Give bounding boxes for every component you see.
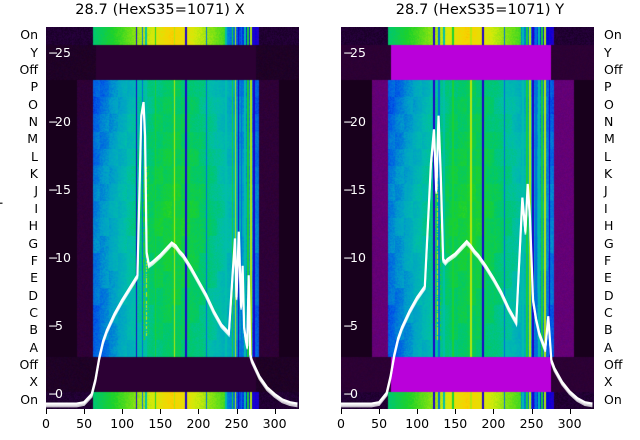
category-label-left-14: E <box>30 270 38 286</box>
y-tick-x-0: −0 <box>48 386 63 402</box>
y-tick-y-20: −20 <box>343 113 366 129</box>
y-tick-x-25: −25 <box>48 45 71 61</box>
x-tick-mark-y-50 <box>379 409 381 414</box>
category-label-right-7: L <box>604 148 611 164</box>
category-label-left-11: H <box>28 218 38 234</box>
category-label-right-2: Off <box>604 61 623 77</box>
category-label-right-21: On <box>604 391 622 407</box>
category-label-right-0: On <box>604 27 622 43</box>
x-tick-label-x-250: 250 <box>224 416 249 431</box>
category-label-left-12: G <box>28 235 38 251</box>
panel-y: 28.7 (HexS35=1071) Y −25 −20 −15 −10 −5 −0 0 5… <box>320 0 640 440</box>
panel-y-title: 28.7 (HexS35=1071) Y <box>395 2 565 18</box>
category-label-left-8: K <box>29 166 38 182</box>
x-tick-label-y-300: 300 <box>557 416 582 431</box>
y-tick-y-10: −10 <box>343 249 366 265</box>
category-label-left-3: P <box>30 79 38 95</box>
category-label-right-15: D <box>604 287 614 303</box>
category-label-left-17: B <box>29 322 38 338</box>
x-tick-mark-y-200 <box>493 409 495 414</box>
x-tick-label-y-0: 0 <box>337 416 345 431</box>
category-label-right-12: G <box>604 235 614 251</box>
panel-x: 28.7 (HexS35=1071) X −25 −20 −15 −10 −5 −0 0 5… <box>42 2 299 440</box>
category-label-left-0: On <box>20 27 38 43</box>
x-tick-mark-y-150 <box>455 409 457 414</box>
category-label-right-8: K <box>604 166 613 182</box>
x-tick-label-x-100: 100 <box>110 416 135 431</box>
x-tick-label-y-100: 100 <box>405 416 430 431</box>
panel-x-axes[interactable]: −25 −20 −15 −10 −5 −0 <box>46 27 299 409</box>
category-label-left-18: A <box>29 339 38 355</box>
x-tick-label-y-150: 150 <box>443 416 468 431</box>
category-label-right-18: A <box>604 339 613 355</box>
x-axis-y: 0 50 100 150 200 250 300 <box>337 409 594 440</box>
x-tick-mark-y-100 <box>417 409 419 414</box>
x-tick-mark-y-250 <box>531 409 533 414</box>
x-tick-mark-x-300 <box>274 409 276 414</box>
category-label-left-6: M <box>27 131 38 147</box>
y-tick-x-15: −15 <box>48 181 71 197</box>
x-tick-mark-x-0 <box>46 409 47 414</box>
panel-x-title: 28.7 (HexS35=1071) X <box>75 2 245 18</box>
y-tick-y-5: −5 <box>343 318 358 334</box>
heatmap-x <box>46 27 299 409</box>
x-tick-label-y-200: 200 <box>481 416 506 431</box>
x-tick-mark-x-50 <box>84 409 86 414</box>
x-tick-label-y-50: 50 <box>371 416 388 431</box>
category-label-left-1: Y <box>30 44 38 60</box>
category-axis-right: On Y Off P O N M L K J I H G F E D C B A Off X On <box>598 27 640 409</box>
x-tick-mark-x-250 <box>236 409 238 414</box>
x-tick-label-x-200: 200 <box>186 416 211 431</box>
category-label-right-3: P <box>604 79 612 95</box>
x-tick-label-y-250: 250 <box>519 416 544 431</box>
x-tick-label-x-150: 150 <box>148 416 173 431</box>
x-tick-mark-y-0 <box>341 409 342 414</box>
category-label-right-13: F <box>604 252 612 268</box>
y-tick-y-25: −25 <box>343 45 366 61</box>
x-tick-label-x-0: 0 <box>42 416 50 431</box>
x-tick-mark-x-100 <box>122 409 124 414</box>
category-label-right-19: Off <box>604 357 623 373</box>
category-label-left-19: Off <box>19 357 38 373</box>
category-label-right-20: X <box>604 374 613 390</box>
x-tick-mark-x-150 <box>160 409 162 414</box>
y-tick-y-15: −15 <box>343 181 366 197</box>
category-label-left-15: D <box>28 287 38 303</box>
x-tick-label-x-300: 300 <box>262 416 287 431</box>
panel-y-axes[interactable]: −25 −20 −15 −10 −5 −0 <box>341 27 594 409</box>
category-label-left-2: Off <box>19 61 38 77</box>
x-tick-mark-x-200 <box>198 409 200 414</box>
category-label-right-5: N <box>604 114 614 129</box>
category-label-left-10: I <box>34 200 38 216</box>
category-label-right-1: Y <box>604 44 612 60</box>
category-label-left-7: L <box>31 148 38 164</box>
y-tick-y-0: −0 <box>343 386 358 402</box>
category-label-left-21: On <box>20 391 38 407</box>
heatmap-y <box>341 27 594 409</box>
category-label-left-9: J <box>34 183 38 199</box>
category-label-left-13: F <box>30 252 38 268</box>
category-label-right-6: M <box>604 131 615 147</box>
category-label-right-9: J <box>604 183 608 199</box>
category-label-right-16: C <box>604 305 613 320</box>
category-label-left-5: N <box>28 114 38 129</box>
category-label-left-20: X <box>29 374 38 390</box>
category-label-right-11: H <box>604 218 614 234</box>
x-tick-mark-y-300 <box>569 409 571 414</box>
y-tick-x-5: −5 <box>48 318 63 334</box>
x-tick-label-x-50: 50 <box>76 416 93 431</box>
y-tick-x-10: −10 <box>48 249 71 265</box>
category-label-left-16: C <box>29 305 38 320</box>
category-label-right-17: B <box>604 322 613 338</box>
category-label-right-10: I <box>604 200 608 216</box>
category-label-right-14: E <box>604 270 612 286</box>
category-axis-left: On Y Off P O N M L K J I H G F E D C B A Off X On <box>0 27 44 409</box>
x-axis-x: 0 50 100 150 200 250 300 <box>42 409 299 440</box>
category-label-left-4: O <box>28 96 38 112</box>
y-tick-x-20: −20 <box>48 113 71 129</box>
category-label-right-4: O <box>604 96 614 112</box>
